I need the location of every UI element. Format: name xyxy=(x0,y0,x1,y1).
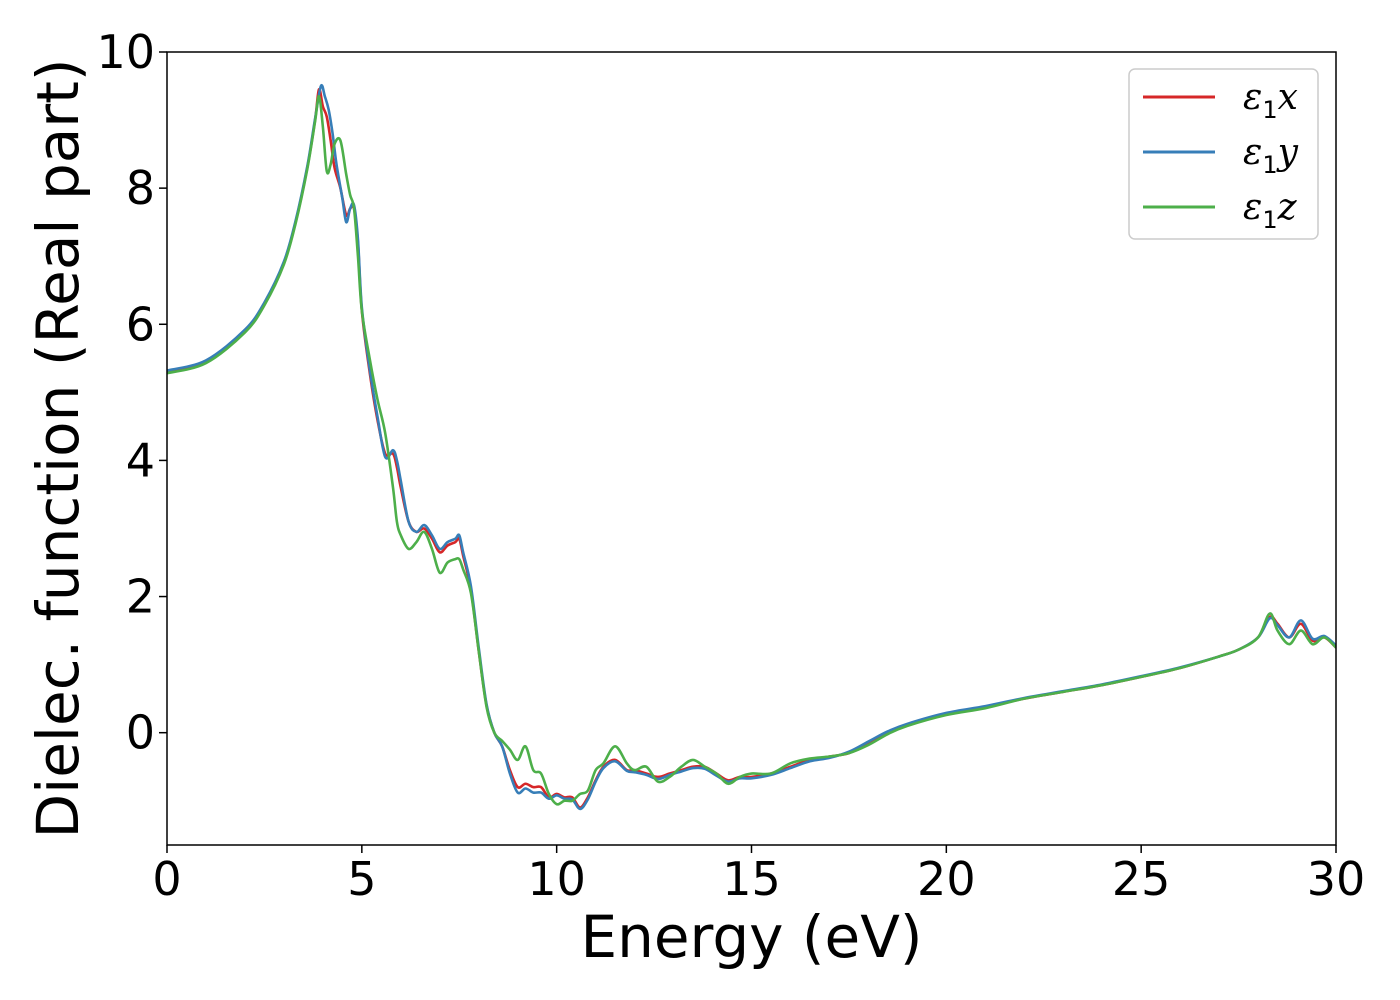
y-axis: 0 2 4 6 8 10 xyxy=(96,25,167,760)
x-tick-label: 0 xyxy=(152,852,181,906)
y-axis-title: Dielec. function (Real part) xyxy=(24,58,92,838)
legend-box xyxy=(1128,68,1319,240)
x-axis: 0 5 10 15 20 25 30 xyxy=(152,845,1365,906)
y-tick-label: 2 xyxy=(126,570,155,624)
series-layer xyxy=(167,83,1336,811)
x-tick-label: 15 xyxy=(722,852,781,906)
series-line-3 xyxy=(167,94,1336,806)
y-tick-label: 4 xyxy=(126,433,155,487)
legend-label: ε1z xyxy=(1243,187,1298,234)
x-tick-label: 5 xyxy=(347,852,376,906)
y-tick-label: 8 xyxy=(126,161,155,215)
legend-label: ε1y xyxy=(1243,132,1299,179)
x-tick-label: 30 xyxy=(1307,852,1366,906)
y-tick-label: 6 xyxy=(126,297,155,351)
y-tick-label: 10 xyxy=(96,25,155,79)
x-tick-label: 10 xyxy=(527,852,586,906)
x-tick-label: 20 xyxy=(917,852,976,906)
legend-label: ε1x xyxy=(1243,77,1298,124)
x-axis-title: Energy (eV) xyxy=(580,903,922,971)
x-tick-label: 25 xyxy=(1112,852,1171,906)
legend: ε1x ε1y ε1z xyxy=(1128,68,1319,240)
y-tick-label: 0 xyxy=(126,706,155,760)
